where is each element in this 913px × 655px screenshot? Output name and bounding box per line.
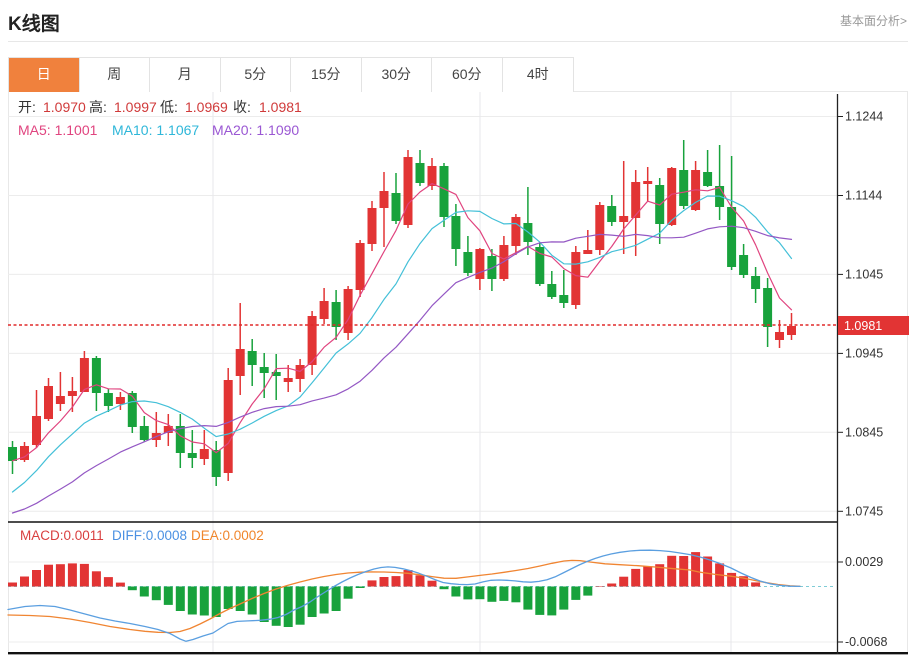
svg-text:DEA:0.0002: DEA:0.0002: [191, 528, 264, 543]
svg-text:1.1144: 1.1144: [845, 189, 882, 203]
svg-text:1.1045: 1.1045: [845, 267, 883, 281]
svg-text:-0.0068: -0.0068: [845, 635, 887, 649]
svg-text:1.0945: 1.0945: [845, 346, 883, 360]
svg-text:1.0997: 1.0997: [114, 99, 157, 115]
svg-text:1.0745: 1.0745: [845, 504, 883, 518]
svg-text:0.0029: 0.0029: [845, 555, 883, 569]
svg-text:高:: 高:: [89, 99, 107, 115]
svg-text:1.0981: 1.0981: [844, 319, 882, 333]
svg-text:开:: 开:: [18, 99, 36, 115]
svg-text:MA10: 1.1067: MA10: 1.1067: [112, 122, 199, 138]
svg-text:DIFF:0.0008: DIFF:0.0008: [112, 528, 187, 543]
svg-text:低:: 低:: [160, 99, 178, 115]
svg-text:1.0981: 1.0981: [259, 99, 302, 115]
svg-text:1.0970: 1.0970: [43, 99, 86, 115]
svg-text:MACD:0.0011: MACD:0.0011: [20, 528, 104, 543]
svg-text:1.1244: 1.1244: [845, 110, 883, 124]
svg-text:MA5: 1.1001: MA5: 1.1001: [18, 122, 98, 138]
svg-text:MA20: 1.1090: MA20: 1.1090: [212, 122, 299, 138]
svg-text:1.0969: 1.0969: [185, 99, 228, 115]
svg-text:收:: 收:: [233, 99, 251, 115]
svg-text:1.0845: 1.0845: [845, 425, 883, 439]
